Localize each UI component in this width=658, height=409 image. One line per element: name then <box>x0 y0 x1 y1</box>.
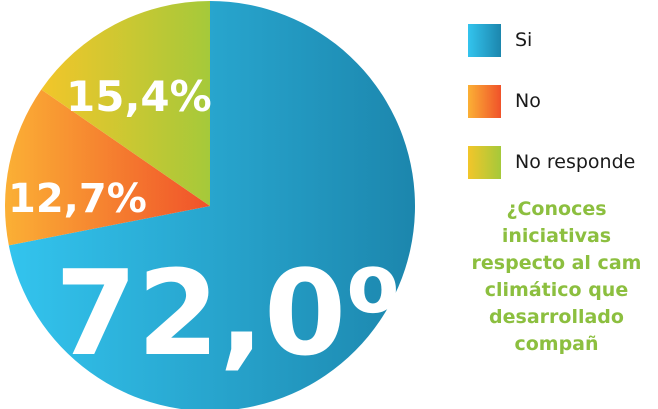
legend-swatch-no-responde <box>468 145 501 179</box>
legend-item-no-responde: No responde <box>468 144 635 180</box>
survey-question: ¿Conoces iniciativas respecto al cam cli… <box>455 196 658 358</box>
slice-label-no-responde: 15,4% <box>66 72 212 121</box>
legend-item-si: Si <box>468 22 635 58</box>
slice-label-si: 72,0% <box>55 244 420 382</box>
legend: Si No No responde <box>468 22 635 205</box>
slice-label-no: 12,7% <box>8 176 147 222</box>
question-line: climático que <box>484 279 629 301</box>
pie-slice-no <box>5 89 211 246</box>
legend-swatch-si <box>468 23 501 57</box>
question-line: iniciativas <box>501 225 612 247</box>
legend-label-no: No <box>515 90 541 112</box>
legend-swatch-no <box>468 84 501 118</box>
pie-slice-si <box>8 1 415 409</box>
legend-label-no-responde: No responde <box>515 151 636 173</box>
question-line: desarrollado <box>489 306 624 328</box>
question-line: respecto al cam <box>471 252 642 274</box>
pie-chart: 72,0% 12,7% 15,4% <box>5 1 420 409</box>
pie-slice-no-responde <box>41 1 210 206</box>
question-line: ¿Conoces <box>506 198 607 220</box>
question-line: compañ <box>514 333 599 355</box>
legend-item-no: No <box>468 83 635 119</box>
legend-label-si: Si <box>515 29 533 51</box>
